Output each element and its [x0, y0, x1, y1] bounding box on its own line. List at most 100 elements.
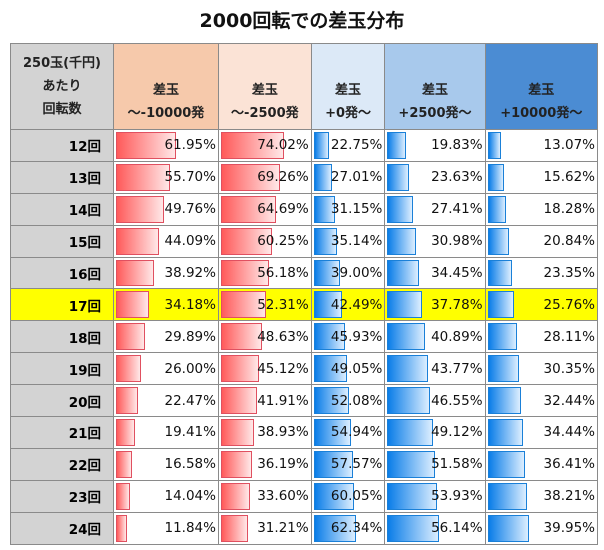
value-text: 40.89% [431, 328, 483, 345]
value-cell: 13.07% [484, 129, 599, 162]
value-cell: 22.75% [310, 129, 386, 162]
data-bar [220, 450, 252, 478]
data-bar [387, 355, 428, 383]
value-cell: 32.44% [484, 384, 599, 418]
data-bar [116, 132, 176, 159]
value-cell: 31.15% [310, 192, 386, 226]
rotation-label: 24回 [10, 511, 114, 545]
data-bar [313, 259, 341, 287]
distribution-table: 250玉(千円) あたり 回転数 差玉 ～-10000発 差玉 ～-2500発 差玉 +0発～差… [10, 43, 599, 545]
value-cell: 34.45% [384, 256, 486, 290]
rotation-label: 13回 [10, 160, 114, 194]
data-bar [220, 387, 257, 415]
value-text: 54.94% [330, 424, 383, 441]
data-bar [116, 259, 154, 287]
value-text: 45.12% [257, 360, 309, 377]
table-row: 16回 38.92% 56.18% 39.00% 34.45% 23.35% [10, 256, 599, 290]
data-bar [313, 450, 353, 478]
header-label-line: +2500発～ [398, 106, 472, 121]
value-text: 34.44% [543, 424, 595, 441]
value-cell: 27.41% [384, 192, 486, 226]
value-text: 46.55% [431, 392, 483, 409]
data-bar [487, 419, 524, 446]
rotation-label: 21回 [10, 416, 114, 449]
data-bar [313, 514, 356, 542]
value-cell: 42.49% [310, 288, 386, 322]
data-bar [116, 355, 142, 383]
value-cell: 64.69% [217, 192, 312, 226]
header-rotation-label: 250玉(千円) あたり 回転数 [10, 43, 114, 130]
value-cell: 34.44% [484, 416, 599, 449]
data-bar [116, 227, 159, 255]
value-text: 31.15% [330, 201, 383, 218]
table-row: 21回 19.41% 38.93% 54.94% 49.12% 34.44% [10, 416, 599, 449]
rotation-label: 14回 [10, 192, 114, 226]
data-bar [487, 259, 512, 287]
data-bar [487, 163, 504, 191]
value-text: 31.21% [257, 520, 309, 537]
value-text: 30.35% [543, 360, 595, 377]
value-cell: 45.93% [310, 320, 386, 354]
value-cell: 54.94% [310, 416, 386, 449]
value-cell: 25.76% [484, 288, 599, 322]
value-cell: 33.60% [217, 479, 312, 513]
value-text: 69.26% [257, 169, 309, 186]
data-bar [387, 195, 413, 223]
value-cell: 23.63% [384, 160, 486, 194]
value-text: 27.41% [431, 201, 483, 218]
value-text: 22.47% [164, 392, 216, 409]
header-label-line: 差玉 [335, 83, 362, 98]
data-bar [387, 132, 406, 159]
value-cell: 53.93% [384, 479, 486, 513]
value-cell: 57.57% [310, 447, 386, 481]
data-bar [220, 482, 250, 510]
value-text: 48.63% [257, 328, 309, 345]
value-text: 52.31% [257, 296, 309, 313]
value-cell: 11.84% [113, 511, 219, 545]
table-row: 24回 11.84% 31.21% 62.34% 56.14% 39.95% [10, 511, 599, 545]
value-cell: 56.14% [384, 511, 486, 545]
value-text: 34.18% [164, 296, 216, 313]
value-text: 57.57% [330, 456, 383, 473]
value-cell: 16.58% [113, 447, 219, 481]
data-bar [487, 195, 507, 223]
value-text: 29.89% [164, 328, 216, 345]
value-text: 32.44% [543, 392, 595, 409]
table-row: 19回 26.00% 45.12% 49.05% 43.77% 30.35% [10, 352, 599, 386]
value-cell: 40.89% [384, 320, 486, 354]
data-bar [487, 355, 519, 383]
value-cell: 34.18% [113, 288, 219, 322]
value-cell: 27.01% [310, 160, 386, 194]
value-cell: 15.62% [484, 160, 599, 194]
data-bar [220, 514, 248, 542]
value-text: 45.93% [330, 328, 383, 345]
data-bar [387, 227, 416, 255]
value-text: 55.70% [164, 169, 216, 186]
value-text: 33.60% [257, 488, 309, 505]
value-cell: 45.12% [217, 352, 312, 386]
value-cell: 19.41% [113, 416, 219, 449]
value-text: 27.01% [330, 169, 383, 186]
table-row: 22回 16.58% 36.19% 57.57% 51.58% 36.41% [10, 447, 599, 481]
header-label-line: 回転数 [42, 102, 82, 117]
value-cell: 49.05% [310, 352, 386, 386]
value-cell: 28.11% [484, 320, 599, 354]
data-bar [313, 291, 343, 319]
data-bar [220, 355, 260, 383]
value-cell: 29.89% [113, 320, 219, 354]
value-cell: 49.12% [384, 416, 486, 449]
data-bar [116, 450, 133, 478]
value-text: 22.75% [330, 137, 383, 154]
data-bar [313, 132, 330, 159]
data-bar [116, 387, 138, 415]
header-label-line: 差玉 [528, 83, 555, 98]
data-bar [116, 514, 128, 542]
value-text: 49.12% [431, 424, 483, 441]
value-cell: 20.84% [484, 224, 599, 258]
value-text: 37.78% [431, 296, 483, 313]
value-cell: 18.28% [484, 192, 599, 226]
header-column-5: 差玉 +10000発～ [484, 43, 599, 130]
header-label-line: 差玉 [251, 83, 278, 98]
data-bar [387, 291, 423, 319]
header-label-line: 差玉 [421, 83, 448, 98]
